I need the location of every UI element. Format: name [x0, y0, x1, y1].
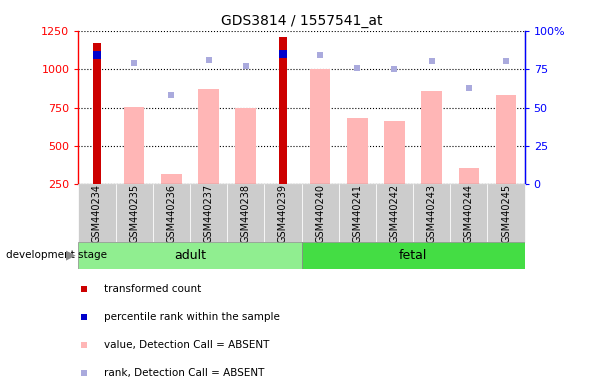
Bar — [78, 242, 302, 269]
Bar — [347, 118, 367, 184]
Text: development stage: development stage — [6, 250, 107, 260]
Text: GSM440245: GSM440245 — [501, 184, 511, 243]
Bar — [302, 184, 339, 242]
Bar — [302, 242, 525, 269]
Bar — [264, 184, 302, 242]
Text: GSM440236: GSM440236 — [166, 184, 176, 243]
Text: percentile rank within the sample: percentile rank within the sample — [104, 312, 280, 322]
Bar — [421, 91, 442, 184]
Text: GSM440238: GSM440238 — [241, 184, 251, 243]
Bar — [496, 95, 516, 184]
Bar — [413, 184, 450, 242]
Text: value, Detection Call = ABSENT: value, Detection Call = ABSENT — [104, 340, 270, 350]
Bar — [376, 184, 413, 242]
Bar — [459, 168, 479, 184]
Bar — [279, 37, 287, 184]
Bar — [153, 184, 190, 242]
Bar — [78, 184, 116, 242]
Text: adult: adult — [174, 249, 206, 262]
Bar — [227, 184, 264, 242]
Bar — [124, 107, 144, 184]
Text: fetal: fetal — [399, 249, 428, 262]
Bar — [310, 69, 330, 184]
Title: GDS3814 / 1557541_at: GDS3814 / 1557541_at — [221, 14, 382, 28]
Text: GSM440244: GSM440244 — [464, 184, 474, 243]
Text: GSM440234: GSM440234 — [92, 184, 102, 243]
Bar — [487, 184, 525, 242]
Text: GSM440237: GSM440237 — [204, 184, 213, 243]
Bar — [190, 184, 227, 242]
Bar — [450, 184, 487, 242]
Text: GSM440240: GSM440240 — [315, 184, 325, 243]
Bar — [161, 174, 182, 184]
Bar — [236, 108, 256, 184]
Text: GSM440242: GSM440242 — [390, 184, 399, 243]
Text: GSM440243: GSM440243 — [427, 184, 437, 243]
Text: ▶: ▶ — [66, 249, 76, 262]
Bar — [198, 89, 219, 184]
Bar — [93, 43, 101, 184]
Bar — [384, 121, 405, 184]
Text: GSM440239: GSM440239 — [278, 184, 288, 243]
Text: rank, Detection Call = ABSENT: rank, Detection Call = ABSENT — [104, 368, 264, 378]
Text: GSM440235: GSM440235 — [129, 184, 139, 243]
Bar — [339, 184, 376, 242]
Bar — [116, 184, 153, 242]
Text: GSM440241: GSM440241 — [352, 184, 362, 243]
Text: transformed count: transformed count — [104, 285, 201, 295]
